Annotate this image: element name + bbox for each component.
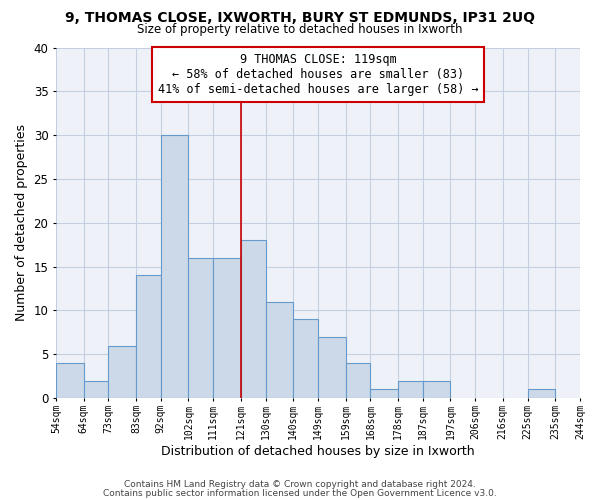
Bar bbox=[161, 135, 188, 398]
Text: 9 THOMAS CLOSE: 119sqm
← 58% of detached houses are smaller (83)
41% of semi-det: 9 THOMAS CLOSE: 119sqm ← 58% of detached… bbox=[158, 53, 478, 96]
Bar bbox=[423, 380, 451, 398]
Bar bbox=[370, 390, 398, 398]
Text: Size of property relative to detached houses in Ixworth: Size of property relative to detached ho… bbox=[137, 22, 463, 36]
Text: 9, THOMAS CLOSE, IXWORTH, BURY ST EDMUNDS, IP31 2UQ: 9, THOMAS CLOSE, IXWORTH, BURY ST EDMUND… bbox=[65, 11, 535, 25]
X-axis label: Distribution of detached houses by size in Ixworth: Distribution of detached houses by size … bbox=[161, 444, 475, 458]
Bar bbox=[56, 363, 83, 398]
Bar bbox=[109, 346, 136, 398]
Bar bbox=[188, 258, 213, 398]
Y-axis label: Number of detached properties: Number of detached properties bbox=[15, 124, 28, 322]
Bar bbox=[213, 258, 241, 398]
Bar bbox=[527, 390, 555, 398]
Bar bbox=[136, 276, 161, 398]
Bar bbox=[346, 363, 370, 398]
Text: Contains public sector information licensed under the Open Government Licence v3: Contains public sector information licen… bbox=[103, 488, 497, 498]
Bar bbox=[318, 337, 346, 398]
Bar bbox=[398, 380, 423, 398]
Bar bbox=[293, 319, 318, 398]
Text: Contains HM Land Registry data © Crown copyright and database right 2024.: Contains HM Land Registry data © Crown c… bbox=[124, 480, 476, 489]
Bar bbox=[241, 240, 266, 398]
Bar bbox=[266, 302, 293, 398]
Bar bbox=[83, 380, 109, 398]
